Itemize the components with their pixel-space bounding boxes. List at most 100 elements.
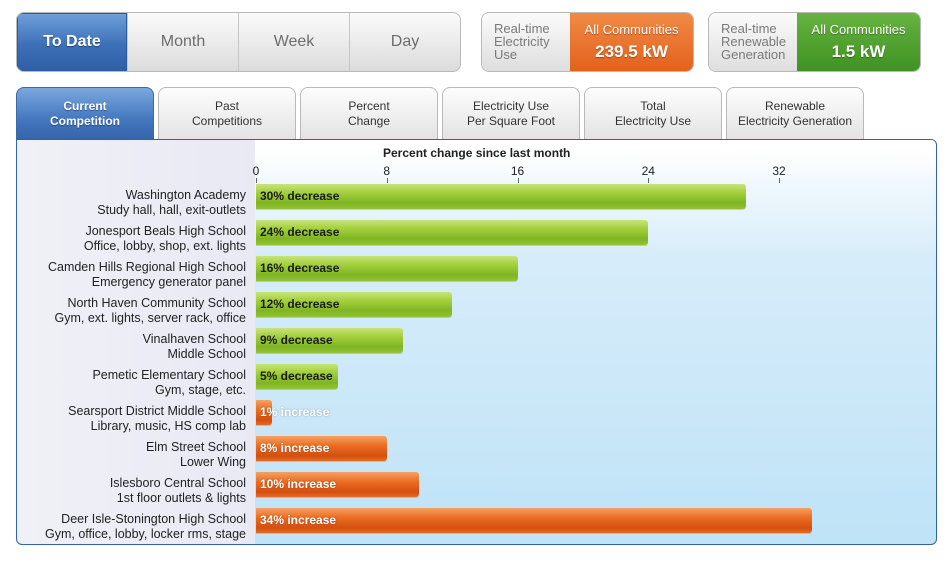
tab-label-line: Electricity Use [472,99,549,113]
realtime-renewable-scope: All Communities [811,22,906,37]
school-label: Camden Hills Regional High School Emergen… [17,260,246,290]
bar-increase[interactable] [256,508,812,533]
school-detail: Middle School [167,347,246,361]
tab-label-line: Total [640,99,666,113]
x-tick-label: 8 [383,164,391,178]
bar-decrease[interactable] [256,364,338,389]
chart-title: Percent change since last month [383,146,571,160]
school-detail: Emergency generator panel [91,275,246,289]
tab-label-line: Per Square Foot [466,114,556,128]
school-name: Pemetic Elementary School [92,368,246,382]
school-label: Deer Isle-Stonington High School Gym, off… [17,512,246,542]
tab-label-line: Past [214,99,239,113]
x-tick-label: 16 [510,164,525,178]
school-name: Vinalhaven School [142,332,246,346]
x-tick-mark [256,178,257,183]
bar-decrease[interactable] [256,220,649,245]
school-name: Elm Street School [145,440,246,454]
panel-fade [255,140,936,180]
school-label: Islesboro Central School 1st floor outlet… [17,476,246,506]
period-day-button[interactable]: Day [349,13,460,71]
tab-electricity-per-sqft[interactable]: Electricity Use Per Square Foot [442,87,580,140]
school-name: Camden Hills Regional High School [47,260,246,274]
label-line: Real-time [721,21,777,36]
x-tick-mark [386,178,388,183]
school-name: Deer Isle-Stonington High School [61,512,246,526]
x-tick-mark [648,178,650,183]
realtime-electricity-value: 239.5 kW [595,42,668,61]
school-name: Searsport District Middle School [68,404,246,418]
label-line: Renewable [721,34,787,49]
school-name: Islesboro Central School [109,476,246,490]
tab-label-line: Change [347,114,391,128]
period-to-date-button[interactable]: To Date [17,13,127,71]
school-detail: Gym, stage, etc. [154,383,246,397]
bar-increase[interactable] [256,400,273,425]
bar-value-label: 24% decrease [260,225,340,239]
school-detail: Lower Wing [180,455,246,469]
tab-renewable-generation[interactable]: Renewable Electricity Generation [726,87,864,140]
school-name: Washington Academy [125,188,246,202]
bar-value-label: 5% decrease [260,369,333,383]
label-line: Electricity [494,34,550,49]
bar-decrease[interactable] [256,256,518,281]
bar-value-label: 30% decrease [260,189,340,203]
period-selector: To Date Month Week Day [16,12,461,72]
tab-label-line: Competitions [191,114,263,128]
school-label: Pemetic Elementary School Gym, stage, etc… [17,368,246,398]
school-detail: Office, lobby, shop, ext. lights [83,239,246,253]
tab-total-electricity-use[interactable]: Total Electricity Use [584,87,722,140]
school-detail: Gym, ext. lights, server rack, office [54,311,247,325]
tab-current-competition[interactable]: Current Competition [16,87,154,140]
school-detail: Library, music, HS comp lab [90,419,246,433]
label-line: Real-time [494,21,550,36]
tab-label-line: Competition [50,114,120,128]
school-label: Washington Academy Study hall, hall, exit… [17,188,246,218]
label-line: Generation [721,47,786,62]
bar-value-label: 9% decrease [260,333,333,347]
tab-label-line: Percent [348,99,390,113]
bar-value-label: 34% increase [260,513,337,527]
tab-percent-change[interactable]: Percent Change [300,87,438,140]
tab-label-line: Electricity Generation [737,114,853,128]
school-name: Jonesport Beals High School [85,224,246,238]
bar-decrease[interactable] [256,184,747,209]
tab-past-competitions[interactable]: Past Competitions [158,87,296,140]
school-label: North Haven Community School Gym, ext. li… [17,296,247,326]
school-label: Vinalhaven School Middle School [17,332,246,362]
bar-value-label: 1% increase [260,405,330,419]
view-tabs: Current Competition Past Competitions Pe… [16,87,864,140]
tab-label-line: Electricity Use [614,114,691,128]
x-tick-label: 32 [772,164,786,178]
bar-value-label: 12% decrease [260,297,340,311]
bar-increase[interactable] [256,472,420,497]
bar-decrease[interactable] [256,292,453,317]
school-label: Elm Street School Lower Wing [17,440,246,470]
label-line: Use [494,47,518,62]
bar-decrease[interactable] [256,328,404,353]
realtime-renewable-value-box[interactable]: All Communities 1.5 kW [797,13,920,71]
tab-label-line: Current [63,99,107,113]
realtime-renewable-value: 1.5 kW [831,42,886,61]
realtime-electricity-widget: Real-time Electricity Use All Communitie… [481,12,694,72]
period-month-button[interactable]: Month [127,13,238,71]
x-tick-mark [517,178,519,183]
bar-value-label: 10% increase [260,477,337,491]
period-week-button[interactable]: Week [238,13,349,71]
school-detail: Study hall, hall, exit-outlets [97,203,246,217]
realtime-electricity-value-box[interactable]: All Communities 239.5 kW [570,13,693,71]
bar-value-label: 16% decrease [260,261,340,275]
bar-increase[interactable] [256,436,387,461]
school-name: North Haven Community School [67,296,246,310]
school-label: Jonesport Beals High School Office, lobby… [17,224,246,254]
realtime-renewable-widget: Real-time Renewable Generation All Commu… [708,12,921,72]
realtime-electricity-label: Real-time Electricity Use [482,13,570,71]
tab-label-line: Renewable [764,99,826,113]
x-tick-mark [779,178,781,183]
x-tick-label: 0 [252,164,260,178]
bar-value-label: 8% increase [260,441,330,455]
x-tick-label: 24 [641,164,655,178]
chart-panel: Percent change since last month 0 8 16 24 32… [16,139,937,545]
realtime-electricity-scope: All Communities [584,22,679,37]
realtime-renewable-label: Real-time Renewable Generation [709,13,797,71]
